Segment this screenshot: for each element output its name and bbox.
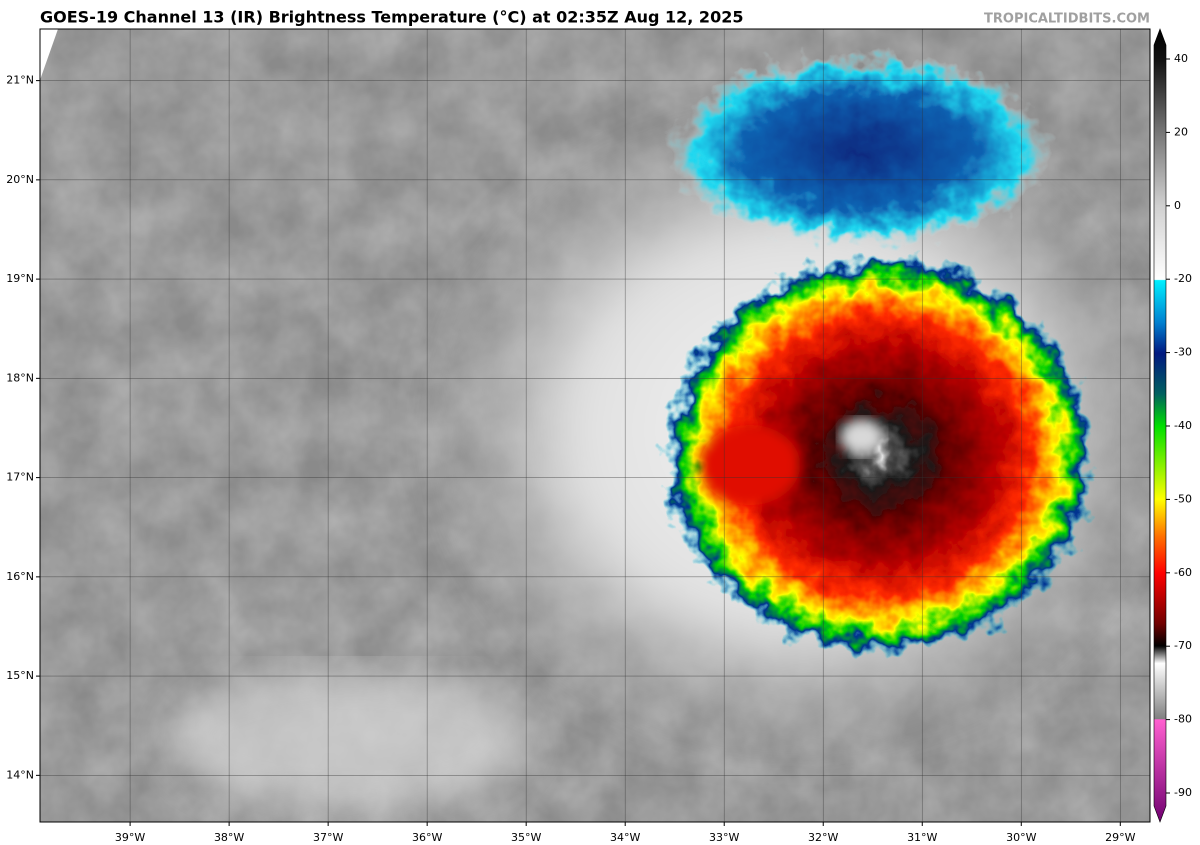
cloud-band [170,670,530,810]
colorbar-tick-label: 40 [1174,52,1188,65]
y-tick-label: 20°N [6,173,34,186]
satellite-image [40,29,1150,822]
colorbar [1153,28,1167,823]
no-data [40,29,58,80]
labels: 39°W 38°W 37°W 36°W 35°W 34°W 33°W 32°W 31°W 30°W… [6,52,1192,844]
x-tick-label: 29°W [1105,831,1135,844]
colorbar-tick-label: 0 [1174,199,1181,212]
x-tick-label: 32°W [808,831,838,844]
x-tick-label: 38°W [214,831,244,844]
colorbar-tick-label: -30 [1174,346,1192,359]
x-tick-label: 39°W [115,831,145,844]
colorbar-tick-label: -20 [1174,272,1192,285]
colorbar-tick-label: -70 [1174,639,1192,652]
y-tick-label: 18°N [6,371,34,384]
y-tick-label: 21°N [6,74,34,87]
x-tick-label: 30°W [1006,831,1036,844]
storm-core [665,255,1095,655]
title: GOES-19 Channel 13 (IR) Brightness Tempe… [40,8,743,27]
grid [40,29,1150,822]
x-tick-label: 33°W [709,831,739,844]
y-tick-label: 17°N [6,471,34,484]
colorbar-tick-label: -90 [1174,786,1192,799]
cold-cloud-north [670,55,1050,245]
y-tick-label: 16°N [6,570,34,583]
credit: TROPICALTIDBITS.COM [984,12,1150,27]
x-tick-label: 31°W [907,831,937,844]
y-tick-label: 19°N [6,272,34,285]
colorbar-tick-label: -50 [1174,492,1192,505]
y-tick-label: 14°N [6,768,34,781]
storm-eye [840,419,884,455]
y-tick-label: 15°N [6,669,34,682]
colorbar-tick-label: -40 [1174,419,1192,432]
x-tick-label: 35°W [511,831,541,844]
x-tick-label: 36°W [412,831,442,844]
x-tick-label: 37°W [313,831,343,844]
storm-band [700,425,800,505]
colorbar-tick-label: 20 [1174,125,1188,138]
map-frame [39,28,1151,823]
colorbar-tick-label: -80 [1174,713,1192,726]
colorbar-tick-label: -60 [1174,566,1192,579]
x-tick-label: 34°W [610,831,640,844]
